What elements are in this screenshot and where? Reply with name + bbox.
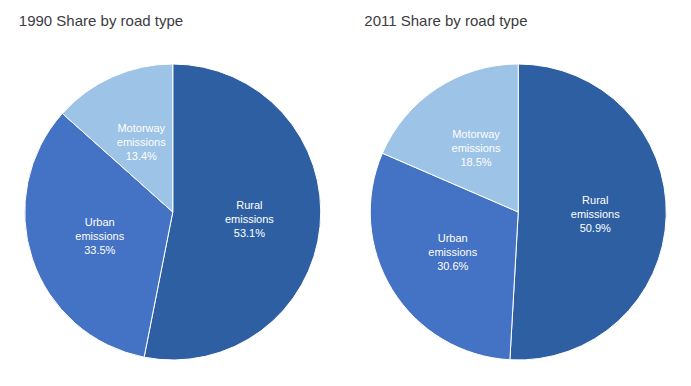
svg-text:Motorway: Motorway (452, 128, 500, 140)
svg-text:Rural: Rural (236, 199, 262, 211)
svg-text:13.4%: 13.4% (126, 150, 157, 162)
svg-text:Urban: Urban (438, 232, 468, 244)
svg-text:30.6%: 30.6% (437, 260, 468, 272)
svg-text:emissions: emissions (428, 246, 477, 258)
svg-text:Urban: Urban (85, 216, 115, 228)
svg-text:Motorway: Motorway (117, 122, 165, 134)
svg-text:Rural: Rural (582, 194, 608, 206)
svg-text:emissions: emissions (75, 230, 124, 242)
svg-text:1990 Share by road type: 1990 Share by road type (19, 12, 183, 29)
svg-text:50.9%: 50.9% (580, 222, 611, 234)
svg-text:emissions: emissions (225, 213, 274, 225)
svg-text:emissions: emissions (571, 208, 620, 220)
svg-text:33.5%: 33.5% (84, 244, 115, 256)
svg-text:2011 Share by road type: 2011 Share by road type (364, 12, 527, 29)
svg-text:18.5%: 18.5% (460, 156, 491, 168)
svg-text:emissions: emissions (452, 142, 501, 154)
svg-text:53.1%: 53.1% (234, 227, 265, 239)
svg-text:emissions: emissions (117, 136, 166, 148)
